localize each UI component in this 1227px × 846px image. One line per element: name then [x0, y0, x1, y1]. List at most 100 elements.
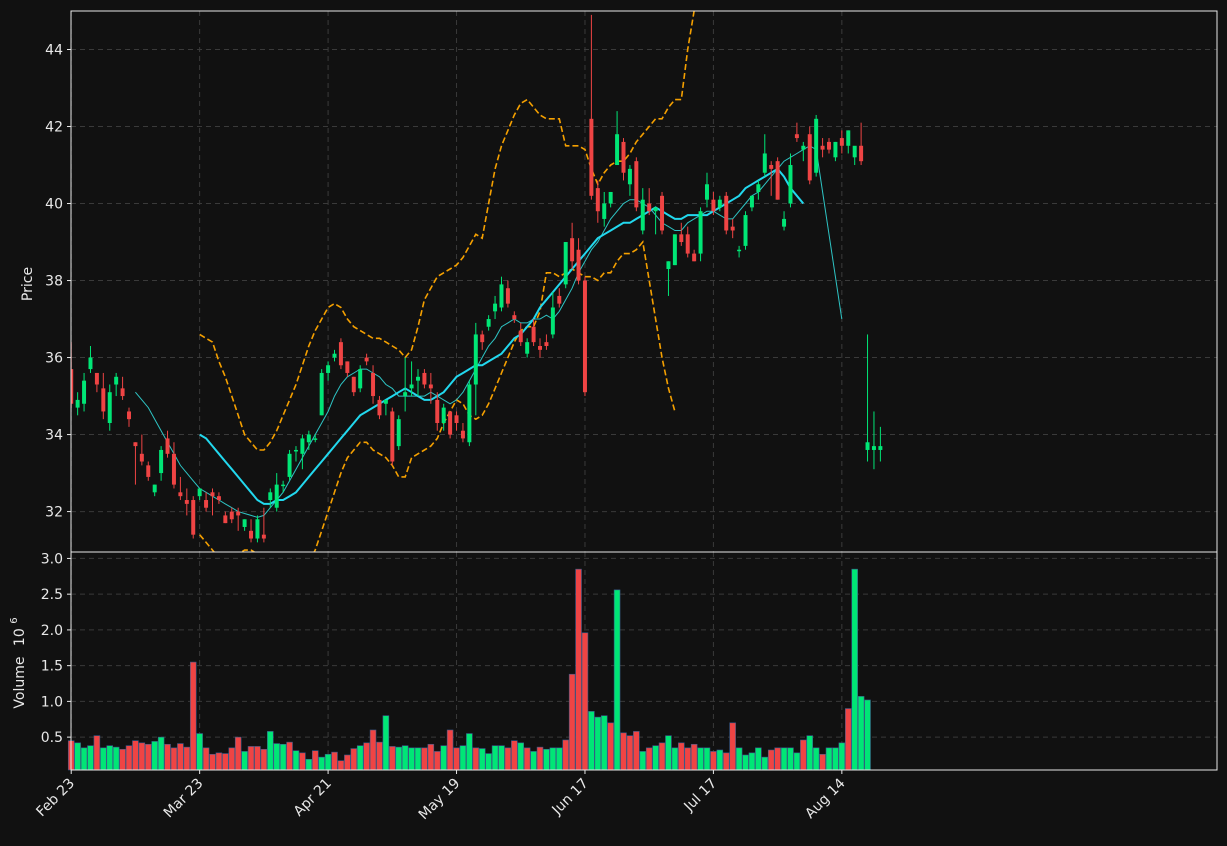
candlestick: [814, 114, 819, 177]
volume-bar: [652, 745, 659, 771]
candle-body: [261, 534, 266, 539]
price-tick-label: 32: [45, 505, 63, 521]
volume-bar: [613, 589, 621, 771]
candle-body: [788, 165, 793, 204]
candle-body: [698, 211, 703, 254]
candle-body: [762, 153, 767, 173]
volume-bar: [491, 745, 499, 771]
candle-body: [441, 407, 446, 424]
candlestick: [595, 180, 600, 223]
candle-body: [171, 453, 176, 485]
candle-body: [114, 376, 119, 385]
volume-bar: [247, 746, 255, 771]
volume-bar: [74, 742, 81, 771]
candlestick: [602, 191, 607, 227]
volume-bar: [112, 746, 120, 771]
candlestick: [666, 261, 671, 296]
volume-bar: [504, 747, 512, 771]
candle-body: [236, 511, 241, 516]
candlestick: [499, 276, 504, 312]
volume-panel-frame: [70, 551, 1218, 771]
volume-bar: [568, 673, 576, 771]
candle-body: [486, 319, 491, 327]
candlestick: [717, 195, 722, 212]
price-tick-label: 42: [45, 120, 63, 136]
candle-body: [409, 384, 414, 389]
candle-body: [396, 419, 401, 447]
candle-body: [801, 145, 806, 150]
volume-bar: [125, 745, 133, 771]
candle-body: [345, 361, 350, 373]
candle-body: [794, 134, 799, 139]
volume-bar: [845, 708, 852, 771]
volume-bar: [228, 747, 236, 771]
candle-body: [377, 399, 382, 416]
volume-bar: [478, 748, 486, 771]
candlestick: [589, 14, 594, 200]
candlestick: [525, 338, 530, 358]
candlesticks: [71, 14, 883, 543]
volume-bar: [363, 742, 370, 771]
volume-bar: [485, 753, 492, 771]
volume-bar: [620, 732, 627, 771]
volume-bar: [671, 747, 679, 771]
volume-bar: [645, 747, 653, 771]
candlestick: [460, 423, 465, 443]
volume-bar: [87, 745, 94, 771]
candle-body: [274, 484, 279, 508]
candlestick: [544, 334, 549, 350]
candlestick: [807, 126, 812, 185]
volume-bar: [857, 696, 865, 771]
volume-bar: [100, 747, 107, 771]
candle-body: [499, 284, 504, 308]
volume-bar: [793, 752, 801, 771]
volume-bar: [292, 750, 300, 771]
candle-body: [512, 315, 517, 320]
candle-body: [358, 369, 363, 389]
candlestick: [518, 322, 523, 346]
volume-axis-title: Volume: [12, 657, 28, 709]
candle-body: [576, 249, 581, 281]
candlestick: [184, 488, 189, 516]
candle-body: [859, 145, 864, 162]
candle-body: [749, 195, 754, 208]
volume-bar: [761, 756, 769, 771]
svg-text:Volume 10 6: Volume 10 6: [9, 617, 28, 708]
candle-body: [197, 488, 202, 497]
candlestick: [448, 411, 453, 439]
candle-body: [769, 165, 774, 169]
volume-bar: [145, 743, 152, 771]
candlestick: [582, 276, 587, 397]
candlestick: [338, 338, 343, 370]
candle-body: [595, 188, 600, 212]
candle-body: [660, 195, 665, 231]
candle-body: [557, 295, 562, 304]
candlestick: [197, 488, 202, 501]
candlestick: [152, 484, 157, 497]
volume-bar: [337, 760, 345, 771]
candlestick: [878, 426, 883, 462]
volume-bar: [311, 750, 319, 771]
candle-body: [550, 307, 555, 335]
volume-bar: [511, 740, 518, 771]
candle-body: [833, 141, 838, 158]
candlestick: [704, 172, 709, 208]
candlestick: [762, 134, 767, 177]
volume-unit-base: 10: [12, 628, 28, 646]
candlestick: [293, 446, 298, 462]
candle-body: [544, 342, 549, 346]
volume-bar: [356, 745, 364, 771]
volume-bar: [543, 748, 550, 771]
candle-body: [730, 226, 735, 231]
candlestick: [242, 519, 247, 531]
candlestick: [319, 369, 324, 416]
candlestick: [711, 191, 716, 216]
candle-body: [184, 500, 189, 504]
volume-bar: [800, 739, 807, 771]
candle-body: [602, 203, 607, 219]
volume-bar: [215, 752, 223, 771]
candlestick: [852, 145, 857, 166]
candle-body: [756, 184, 761, 192]
candle-body: [621, 141, 626, 173]
volume-bar: [138, 742, 146, 771]
